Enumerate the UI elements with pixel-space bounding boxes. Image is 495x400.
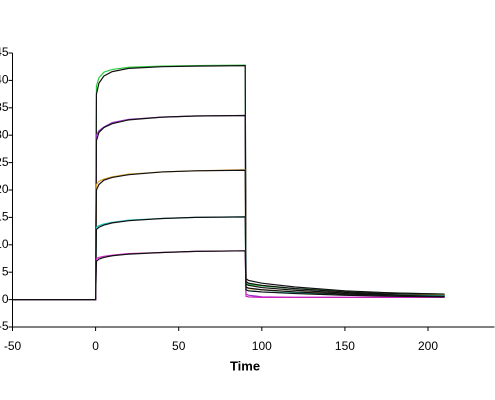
- y-tick-label: -5: [0, 319, 9, 333]
- series-line: [12, 216, 445, 301]
- y-tick-label: 30: [0, 127, 9, 141]
- series-line: [12, 216, 445, 301]
- series-line: [12, 64, 445, 301]
- x-tick-label: 100: [252, 339, 272, 353]
- x-tick-label: 0: [92, 339, 99, 353]
- series-line: [12, 250, 445, 301]
- x-tick-label: 150: [335, 339, 355, 353]
- series-line: [12, 114, 445, 301]
- y-tick-label: 25: [0, 155, 9, 169]
- y-tick-label: 40: [0, 73, 9, 87]
- x-tick-label: -50: [4, 339, 22, 353]
- x-tick-label: 200: [418, 339, 438, 353]
- x-axis-label: Time: [230, 358, 260, 373]
- y-tick-label: 10: [0, 237, 9, 251]
- y-tick-label: 0: [2, 292, 9, 306]
- y-tick-label: 5: [2, 264, 9, 278]
- x-tick-label: 50: [172, 339, 186, 353]
- series-line: [12, 64, 445, 301]
- y-tick-label: 20: [0, 182, 9, 196]
- y-tick-label: 15: [0, 210, 9, 224]
- y-tick-label: 45: [0, 45, 9, 59]
- series-line: [12, 114, 445, 301]
- series-line: [12, 169, 445, 301]
- y-tick-label: 35: [0, 100, 9, 114]
- series-line: [12, 169, 445, 301]
